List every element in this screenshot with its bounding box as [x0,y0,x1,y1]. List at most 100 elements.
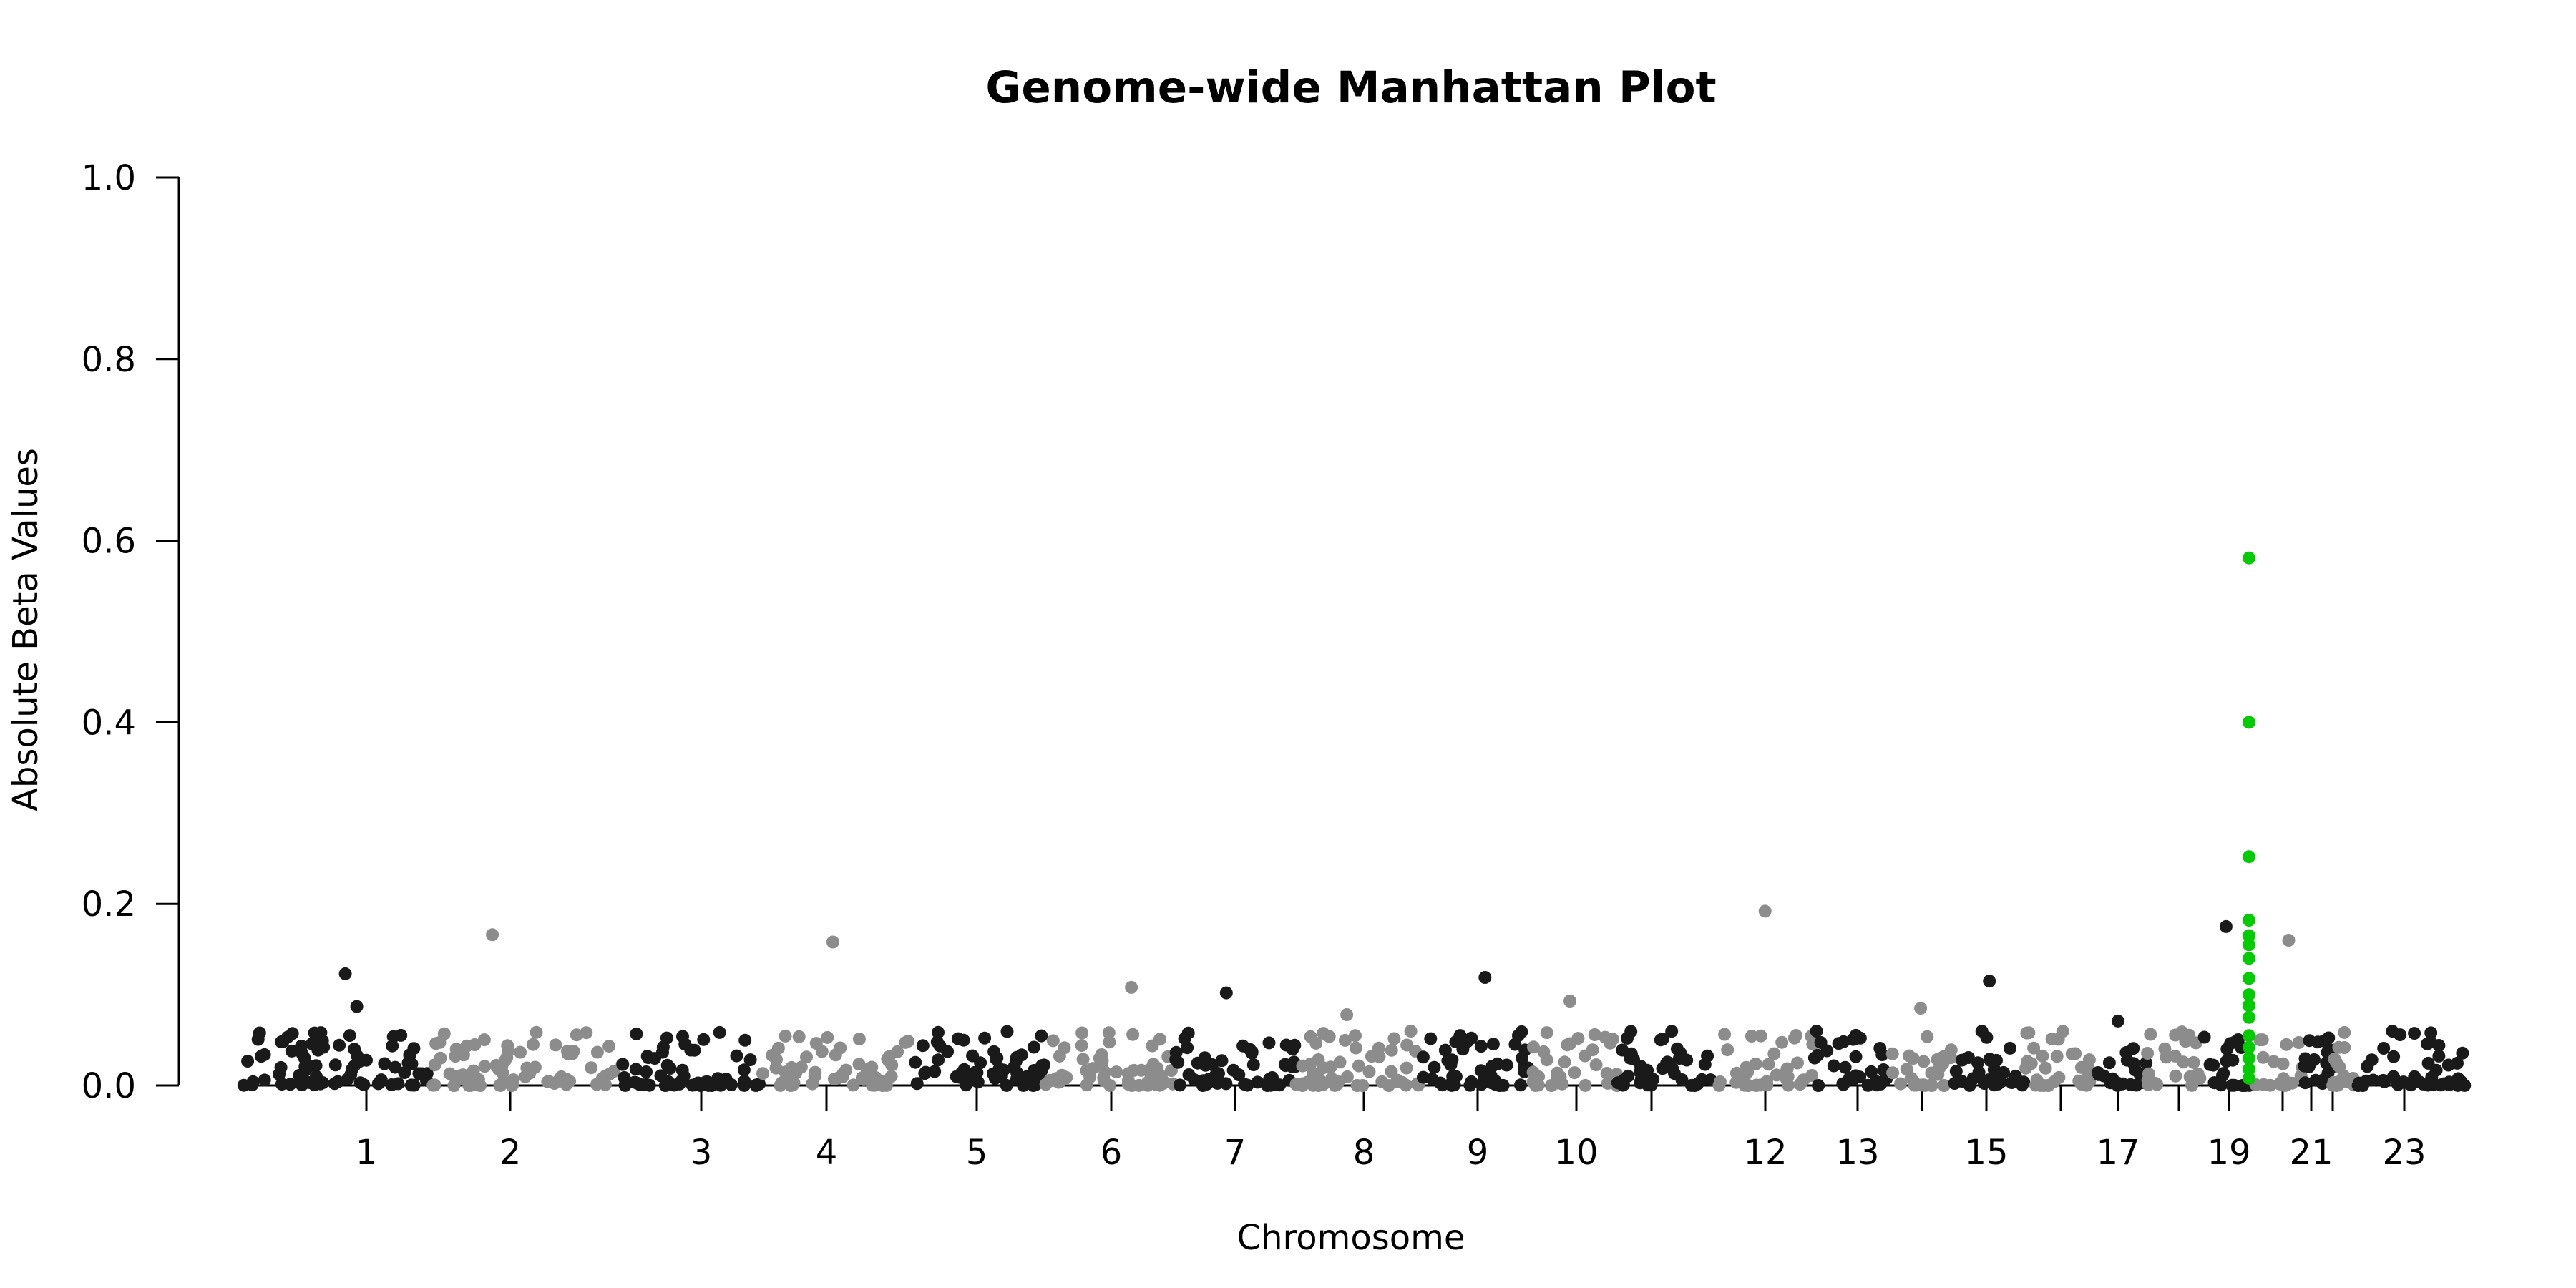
data-point [1674,1046,1687,1060]
data-point [713,1025,726,1039]
data-point [668,1078,681,1092]
data-point [2303,1034,2316,1048]
data-point [1656,1062,1669,1075]
data-point [1589,1058,1603,1072]
data-point [1486,1038,1500,1051]
data-point [1424,1032,1438,1045]
data-point [1349,1041,1362,1055]
data-point [2182,1028,2196,1042]
data-point [957,1033,970,1047]
highlight-point [2243,988,2255,1002]
data-point [273,1068,286,1081]
data-point [428,1058,441,1072]
data-point [2451,1056,2464,1070]
data-point [1984,1054,1997,1068]
data-point [990,1052,1002,1065]
data-point [1304,1058,1317,1071]
data-point [2408,1027,2421,1040]
data-point [565,1047,579,1060]
data-point [1910,1078,1923,1092]
data-point [1837,1078,1850,1091]
data-point [1749,1057,1762,1070]
data-point [933,1039,947,1053]
data-point [654,1069,668,1083]
chart-title: Genome-wide Manhattan Plot [985,62,1716,113]
data-point [1721,1043,1735,1057]
data-point [333,1038,346,1052]
data-point [1540,1026,1553,1040]
data-point [2169,1069,2182,1083]
data-point [1146,1058,1160,1071]
data-point [2022,1026,2036,1040]
data-point [2039,1061,2052,1075]
data-point [792,1030,806,1043]
data-point [2276,1057,2290,1070]
data-point [640,1065,653,1078]
data-point [966,1070,979,1083]
data-point [1885,1047,1899,1060]
data-point [253,1026,266,1040]
data-point [386,1030,400,1043]
data-point [2456,1046,2469,1060]
data-point [505,1079,519,1092]
data-point [456,1068,469,1082]
data-point [1775,1035,1789,1049]
data-point-notable [2219,919,2233,933]
data-point [1634,1076,1646,1090]
data-point [477,1033,491,1047]
data-point [353,1076,367,1090]
data-point [1404,1025,1418,1038]
data-point [426,1078,440,1092]
highlight-point [2243,850,2255,864]
data-point [1807,1051,1821,1065]
data-point [331,1075,345,1088]
data-point-notable [486,928,499,942]
data-point-notable [1983,975,1996,988]
data-point-notable [2282,934,2296,947]
y-tick-label: 0.0 [82,1066,136,1106]
data-point [2144,1028,2157,1041]
data-point [1102,1026,1116,1040]
highlight-point [2243,1063,2255,1076]
data-point [1178,1032,1191,1045]
data-point [570,1028,583,1042]
data-point [590,1045,604,1059]
y-tick-label: 0.2 [82,884,136,924]
x-tick-label: 21 [2289,1133,2333,1173]
data-point [1994,1075,2007,1089]
data-point [1621,1031,1634,1045]
data-point [2387,1050,2401,1063]
data-point [2074,1078,2088,1091]
highlight-point [2243,999,2255,1013]
data-point [1251,1075,1264,1089]
highlight-point [2243,972,2255,985]
data-point [1188,1073,1201,1086]
data-point [2050,1050,2064,1063]
data-point [360,1053,373,1067]
x-tick-label: 4 [816,1133,838,1173]
data-point [371,1077,385,1091]
data-point [800,1050,813,1064]
data-point [2421,1056,2435,1070]
data-point [2298,1052,2312,1065]
data-point [314,1026,328,1040]
y-tick-label: 1.0 [82,158,136,198]
data-point [749,1079,763,1092]
data-point [246,1075,260,1088]
y-tick-label: 0.6 [82,522,136,562]
data-point [1621,1069,1635,1083]
data-point [1782,1078,1795,1092]
data-point [2016,1078,2029,1092]
data-point [769,1061,783,1075]
highlight-point [2243,551,2255,565]
data-point [530,1025,543,1039]
data-point [1200,1078,1214,1091]
data-point [1219,1077,1233,1091]
data-point [283,1078,297,1091]
data-point [660,1031,673,1045]
data-point-notable [338,967,352,980]
data-point-notable [1914,1002,1928,1015]
data-point [1906,1052,1920,1065]
data-point [1288,1038,1302,1052]
highlight-point [2243,1071,2255,1085]
